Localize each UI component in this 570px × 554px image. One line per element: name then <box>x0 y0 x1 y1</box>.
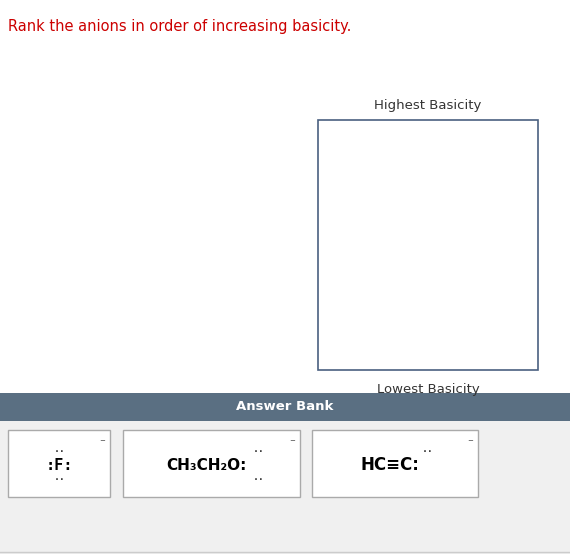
Bar <box>0 421 570 554</box>
Bar <box>8 430 110 497</box>
Text: Lowest Basicity: Lowest Basicity <box>377 383 479 396</box>
Bar <box>123 430 300 497</box>
Text: ⁻: ⁻ <box>467 438 473 448</box>
Text: ⁻: ⁻ <box>289 438 295 448</box>
Text: HC≡C:: HC≡C: <box>361 456 420 474</box>
Text: ⁻: ⁻ <box>99 438 105 448</box>
Bar <box>312 430 478 497</box>
Text: :F:: :F: <box>45 458 73 473</box>
Text: ··: ·· <box>422 447 434 456</box>
Text: ··: ·· <box>53 447 65 456</box>
Bar <box>0 393 570 421</box>
Bar <box>318 120 538 370</box>
Text: ··: ·· <box>53 474 65 485</box>
Text: Rank the anions in order of increasing basicity.: Rank the anions in order of increasing b… <box>8 19 351 34</box>
Text: Highest Basicity: Highest Basicity <box>374 99 482 112</box>
Text: Answer Bank: Answer Bank <box>237 401 333 413</box>
Text: ··: ·· <box>253 447 264 456</box>
Text: ··: ·· <box>253 474 264 485</box>
Text: CH₃CH₂O:: CH₃CH₂O: <box>166 458 247 473</box>
